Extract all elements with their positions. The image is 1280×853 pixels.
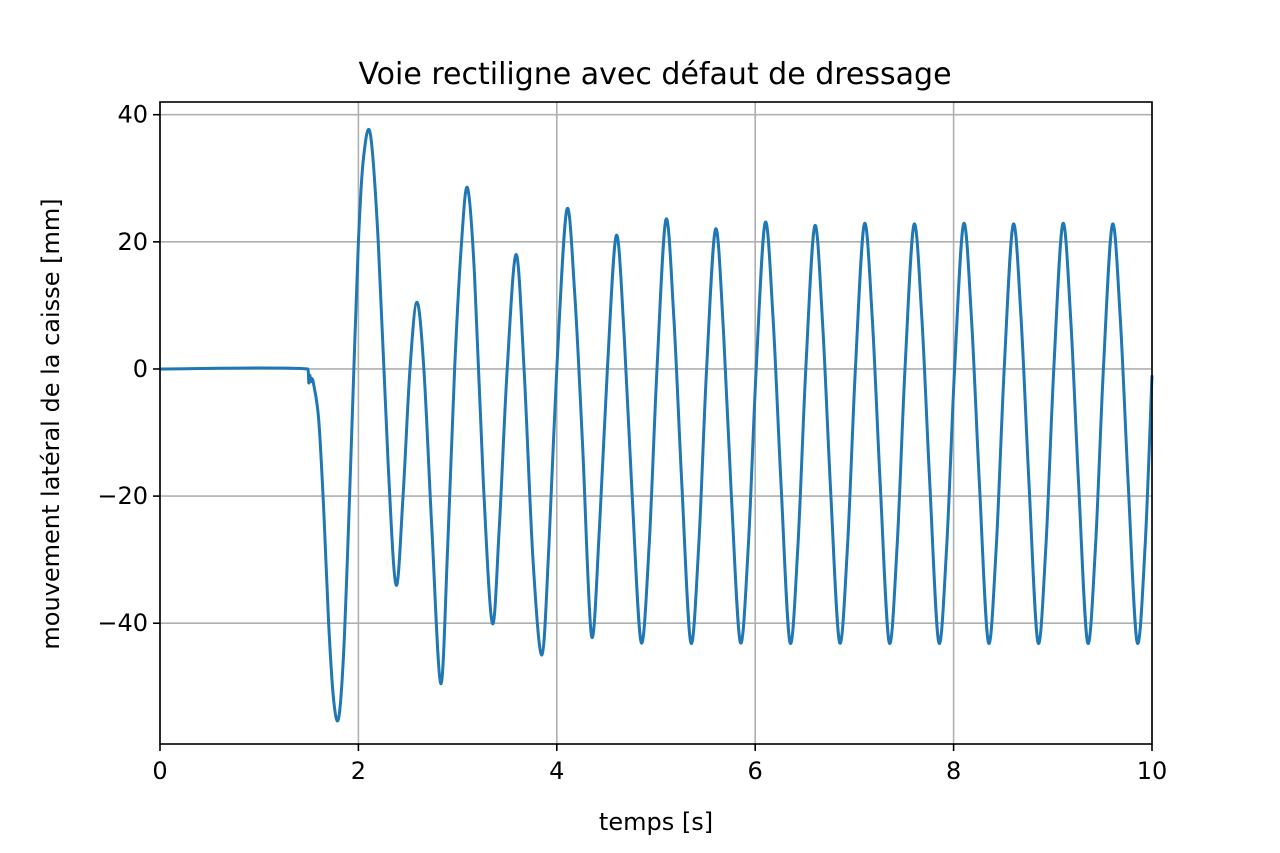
y-axis-label: mouvement latéral de la caisse [mm] xyxy=(37,198,65,649)
series-line xyxy=(159,127,1154,723)
y-axis-ticks: −40 −20 0 20 40 xyxy=(97,101,160,637)
y-tick-label: 20 xyxy=(117,228,148,256)
y-tick-label: −40 xyxy=(97,609,148,637)
y-tick-label: 40 xyxy=(117,101,148,129)
x-axis-ticks: 0 2 4 6 8 10 xyxy=(152,744,1167,785)
x-axis-label: temps [s] xyxy=(599,808,713,836)
x-tick-label: 10 xyxy=(1137,757,1168,785)
plot-frame xyxy=(159,101,1153,745)
x-tick-label: 4 xyxy=(549,757,564,785)
x-tick-label: 6 xyxy=(748,757,763,785)
y-tick-label: 0 xyxy=(133,355,148,383)
x-tick-label: 2 xyxy=(351,757,366,785)
x-tick-label: 8 xyxy=(946,757,961,785)
x-tick-label: 0 xyxy=(152,757,167,785)
y-tick-label: −20 xyxy=(97,482,148,510)
chart-title: Voie rectiligne avec défaut de dressage xyxy=(358,57,951,92)
